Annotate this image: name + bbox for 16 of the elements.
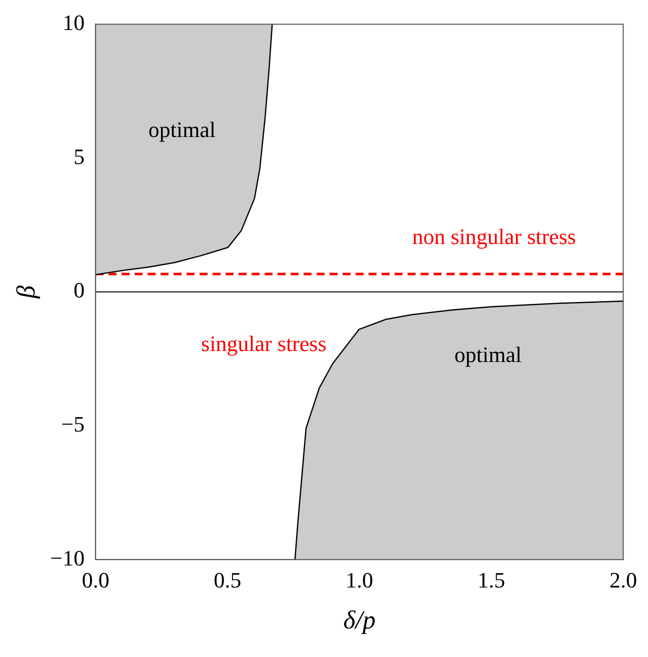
x-tick-label: 0.0 [82, 568, 110, 593]
annotation: optimal [454, 342, 522, 367]
annotation: non singular stress [412, 224, 576, 250]
x-tick-label: 1.0 [346, 568, 374, 593]
x-tick-label: 2.0 [610, 568, 637, 593]
y-tick-label: −10 [50, 545, 85, 570]
y-tick-label: 10 [62, 10, 85, 35]
x-tick-label: 1.5 [478, 568, 506, 593]
annotation: optimal [148, 117, 216, 142]
y-tick-label: −5 [61, 412, 85, 437]
x-tick-label: 0.5 [214, 568, 242, 593]
y-tick-label: 0 [74, 278, 85, 303]
y-axis-title: β [11, 285, 40, 300]
x-axis-title: δ/p [343, 605, 376, 634]
annotation: singular stress [201, 331, 326, 356]
y-tick-label: 5 [74, 144, 85, 169]
